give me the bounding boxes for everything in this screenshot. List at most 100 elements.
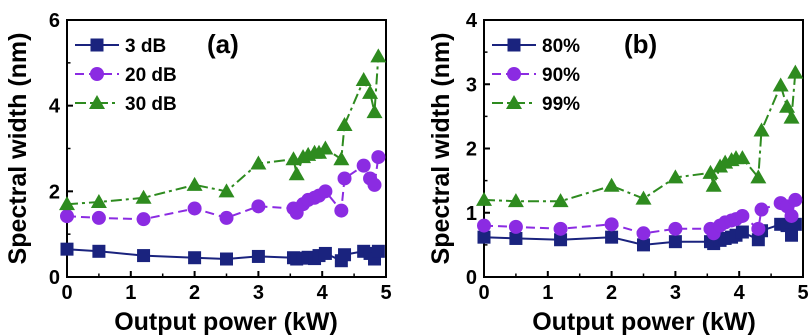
legend: 80% 90% 99% xyxy=(492,36,580,115)
series-3 xyxy=(59,48,387,211)
data-point xyxy=(604,217,619,232)
y-tick-label: 6 xyxy=(49,10,60,32)
series-2 xyxy=(60,150,386,227)
legend-marker xyxy=(90,67,104,81)
y-axis-title: Spectral width (nm) xyxy=(427,33,455,265)
x-tick-label: 5 xyxy=(380,282,391,304)
chart-panel-2: 0 1 2 3 4 5 0 1 2 3 4 Output power (kW) Spectral wid… xyxy=(427,10,809,336)
data-point xyxy=(371,244,385,258)
legend-marker xyxy=(506,95,522,109)
x-tick-label: 3 xyxy=(670,282,681,304)
y-tick-label: 4 xyxy=(49,96,61,118)
y-tick-label: 0 xyxy=(49,267,60,289)
data-point xyxy=(336,116,353,131)
legend-label: 90% xyxy=(542,65,580,86)
data-point xyxy=(318,184,333,199)
x-tick-label: 1 xyxy=(542,282,553,304)
data-point xyxy=(783,109,800,124)
data-point xyxy=(317,140,334,155)
x-tick-label: 4 xyxy=(317,282,329,304)
data-point xyxy=(90,194,107,209)
data-point xyxy=(605,230,619,244)
series-line xyxy=(483,72,797,203)
x-tick-label: 1 xyxy=(125,282,136,304)
legend-label: 20 dB xyxy=(125,65,177,86)
data-point xyxy=(784,208,799,223)
data-point xyxy=(251,199,266,214)
data-point xyxy=(735,225,749,239)
y-tick-label: 2 xyxy=(49,181,60,203)
x-tick-label: 3 xyxy=(253,282,264,304)
data-point xyxy=(371,150,386,165)
x-axis-title: Output power (kW) xyxy=(114,308,338,336)
series-1 xyxy=(60,242,385,268)
data-point xyxy=(220,252,233,266)
data-point xyxy=(754,202,769,217)
data-point xyxy=(362,84,379,99)
data-point xyxy=(554,233,568,247)
data-point xyxy=(635,190,652,205)
data-point xyxy=(355,71,372,86)
x-tick-label: 4 xyxy=(734,282,746,304)
data-point xyxy=(59,196,75,211)
legend-marker xyxy=(507,38,521,52)
series-3 xyxy=(476,64,804,208)
series-2 xyxy=(477,192,803,241)
data-point xyxy=(219,210,234,225)
data-point xyxy=(668,235,682,249)
data-point xyxy=(477,230,491,244)
data-point xyxy=(788,192,803,207)
y-axis-title: Spectral width (nm) xyxy=(4,33,32,265)
data-point xyxy=(367,177,382,192)
legend-label: 99% xyxy=(542,94,580,115)
data-point xyxy=(552,193,569,208)
data-point xyxy=(636,226,651,241)
data-point xyxy=(734,150,751,165)
x-tick-label: 0 xyxy=(61,282,72,304)
data-point xyxy=(603,177,620,192)
data-point xyxy=(92,244,106,258)
data-point xyxy=(187,201,202,216)
data-point xyxy=(288,166,305,181)
data-point xyxy=(702,164,719,179)
data-point xyxy=(366,104,383,119)
data-point xyxy=(251,249,265,263)
data-point xyxy=(318,246,332,260)
data-point xyxy=(188,251,202,265)
data-point xyxy=(60,242,74,256)
data-point xyxy=(250,155,267,170)
legend-label: 80% xyxy=(542,36,580,57)
legend-marker xyxy=(89,95,105,109)
data-point xyxy=(136,212,151,227)
data-point xyxy=(785,228,799,242)
data-point xyxy=(477,218,491,233)
data-point xyxy=(356,158,371,173)
data-point xyxy=(668,221,683,236)
data-point xyxy=(370,48,387,63)
data-point xyxy=(337,171,352,186)
x-tick-label: 5 xyxy=(797,282,808,304)
data-point xyxy=(751,221,766,236)
data-point xyxy=(338,248,352,262)
y-tick-label: 2 xyxy=(466,139,477,161)
data-point xyxy=(772,77,789,92)
panel-label: (b) xyxy=(624,29,657,59)
chart-panel-1: 0 1 2 3 4 5 0 2 4 6 Output power (kW) Spectral widt… xyxy=(4,10,392,336)
y-tick-label: 3 xyxy=(466,74,477,96)
legend: 3 dB 20 dB 30 dB xyxy=(75,36,177,115)
data-point xyxy=(135,189,152,204)
data-point xyxy=(667,169,684,184)
data-point xyxy=(705,177,722,192)
data-point xyxy=(60,209,74,224)
legend-marker xyxy=(90,38,104,52)
y-tick-label: 0 xyxy=(466,267,477,289)
legend-label: 30 dB xyxy=(125,94,177,115)
data-point xyxy=(507,193,524,208)
y-tick-label: 4 xyxy=(466,10,478,32)
data-point xyxy=(637,238,650,252)
x-axis-title: Output power (kW) xyxy=(532,308,756,336)
y-tick-label: 1 xyxy=(466,203,477,225)
data-point xyxy=(476,191,492,206)
data-point xyxy=(508,219,523,234)
